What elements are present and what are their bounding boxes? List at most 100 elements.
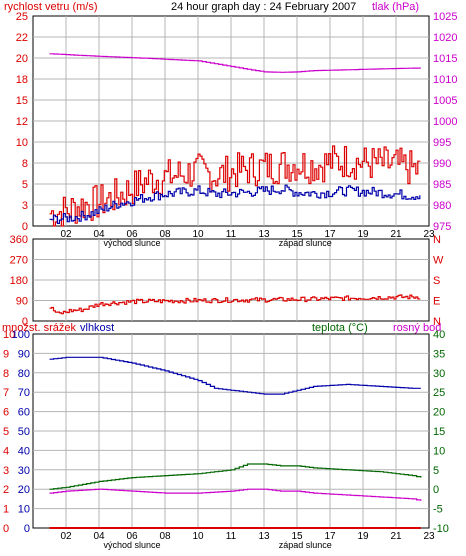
x-tick-label: 08 xyxy=(159,229,171,240)
humidity-tick-label: 20 xyxy=(18,484,30,496)
left-tick-label: 5 xyxy=(3,426,9,438)
left-tick-label: 8 xyxy=(22,158,28,170)
right-tick-label: N xyxy=(433,234,441,246)
right-tick-label: 1020 xyxy=(433,32,457,44)
left-tick-label: 360 xyxy=(10,234,28,246)
x-tick-label: 23 xyxy=(423,229,435,240)
right-tick-label: 975 xyxy=(433,221,451,233)
x-tick-label: 19 xyxy=(357,531,369,542)
right-tick-label: S xyxy=(433,275,440,287)
x-tick-label: 06 xyxy=(126,229,138,240)
x-tick-label: 19 xyxy=(357,229,369,240)
right-tick-label: E xyxy=(433,296,440,308)
direction-series-line xyxy=(49,294,421,315)
left-tick-label: 180 xyxy=(10,275,28,287)
x-tick-label: 13 xyxy=(258,531,270,542)
temperature-axis-label: teplota (°C) xyxy=(312,322,368,334)
x-tick-label: 15 xyxy=(291,531,303,542)
humidity-tick-label: 10 xyxy=(18,504,30,516)
x-tick-label: 17 xyxy=(324,229,336,240)
humidity-axis-label: vlhkost xyxy=(80,322,114,334)
right-tick-label: 1000 xyxy=(433,116,457,128)
left-tick-label: 270 xyxy=(10,255,28,267)
x-tick-label: 13 xyxy=(258,229,270,240)
x-tick-label: 02 xyxy=(60,229,72,240)
dewpoint-axis-label: rosný bod xyxy=(393,322,441,334)
x-tick-label: 04 xyxy=(93,229,105,240)
humidity-tick-label: 50 xyxy=(18,426,30,438)
left-tick-label: 0 xyxy=(22,316,28,328)
chart-title: 24 hour graph day : 24 February 2007 xyxy=(171,1,356,13)
humidity-tick-label: 80 xyxy=(18,368,30,380)
right-tick-label: 1005 xyxy=(433,95,457,107)
right-tick-label: 1010 xyxy=(433,74,457,86)
left-tick-label: 20 xyxy=(16,53,28,65)
left-tick-label: 9 xyxy=(3,348,9,360)
left-tick-label: 2 xyxy=(3,484,9,496)
left-tick-label: 4 xyxy=(3,445,9,457)
left-tick-label: 10 xyxy=(16,137,28,149)
x-tick-label: 04 xyxy=(93,531,105,542)
dewpoint-series-line xyxy=(49,488,422,501)
x-tick-label: 17 xyxy=(324,531,336,542)
humidity-tick-label: 40 xyxy=(18,445,30,457)
left-tick-label: 1 xyxy=(3,504,9,516)
left-tick-label: 22 xyxy=(16,32,28,44)
right-tick-label: 985 xyxy=(433,179,451,191)
left-tick-label: 0 xyxy=(22,221,28,233)
right-tick-label: 990 xyxy=(433,158,451,170)
right-tick-label: 15 xyxy=(433,426,445,438)
right-tick-label: W xyxy=(433,255,444,267)
right-tick-label: 40 xyxy=(433,329,445,341)
humidity-tick-label: 30 xyxy=(18,465,30,477)
pressure-axis-label: tlak (hPa) xyxy=(372,1,419,13)
temperature-series-line xyxy=(49,463,422,490)
humidity-tick-label: 70 xyxy=(18,387,30,399)
right-tick-label: 995 xyxy=(433,137,451,149)
right-tick-label: 30 xyxy=(433,368,445,380)
left-tick-label: 7 xyxy=(3,387,9,399)
gust-series-line xyxy=(49,184,421,224)
left-tick-label: 0 xyxy=(3,523,9,535)
left-tick-label: 6 xyxy=(3,407,9,419)
left-tick-label: 12 xyxy=(16,116,28,128)
x-tick-label: 15 xyxy=(291,229,303,240)
left-tick-label: 15 xyxy=(16,95,28,107)
right-tick-label: -10 xyxy=(433,523,449,535)
right-tick-label: 25 xyxy=(433,387,445,399)
wind-series-line xyxy=(49,145,421,227)
left-tick-label: 18 xyxy=(16,74,28,86)
right-tick-label: 35 xyxy=(433,348,445,360)
x-tick-label: 11 xyxy=(226,531,237,542)
humidity-tick-label: 0 xyxy=(24,523,30,535)
x-tick-label: 21 xyxy=(390,229,402,240)
x-tick-label: 02 xyxy=(60,531,72,542)
right-tick-label: -5 xyxy=(433,504,443,516)
wind-axis-label: rychlost vetru (m/s) xyxy=(4,1,98,13)
rain-axis-label: množst. srážek xyxy=(2,322,76,334)
left-tick-label: 10 xyxy=(3,329,15,341)
left-tick-label: 8 xyxy=(3,368,9,380)
left-tick-label: 90 xyxy=(16,296,28,308)
right-tick-label: 0 xyxy=(433,484,439,496)
x-tick-label: 10 xyxy=(192,531,204,542)
sunset-label: západ slunce xyxy=(279,540,332,550)
right-tick-label: 1025 xyxy=(433,11,457,23)
x-tick-label: 23 xyxy=(423,531,435,542)
right-tick-label: N xyxy=(433,316,441,328)
left-tick-label: 25 xyxy=(16,11,28,23)
sunset-label: západ slunce xyxy=(279,238,332,248)
right-tick-label: 10 xyxy=(433,445,445,457)
x-tick-label: 21 xyxy=(390,531,402,542)
sunrise-label: východ slunce xyxy=(103,540,160,550)
left-tick-label: 3 xyxy=(3,465,9,477)
right-tick-label: 20 xyxy=(433,407,445,419)
humidity-tick-label: 100 xyxy=(12,329,30,341)
left-tick-label: 5 xyxy=(22,179,28,191)
x-tick-label: 11 xyxy=(226,229,237,240)
right-tick-label: 980 xyxy=(433,200,451,212)
x-tick-label: 10 xyxy=(192,229,204,240)
x-tick-label: 06 xyxy=(126,531,138,542)
